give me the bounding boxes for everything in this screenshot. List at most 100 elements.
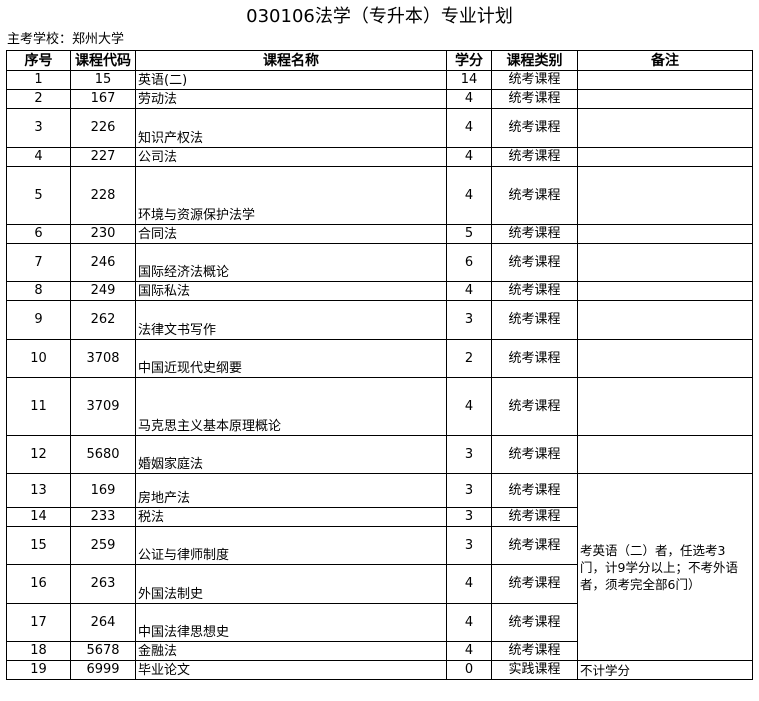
course-code: 228 bbox=[70, 166, 136, 225]
course-type: 统考课程 bbox=[491, 224, 578, 244]
course-code: 230 bbox=[70, 224, 136, 244]
course-name: 劳动法 bbox=[135, 89, 447, 109]
course-credit: 6 bbox=[446, 243, 492, 282]
course-code: 167 bbox=[70, 89, 136, 109]
table-row: 9 262 法律文书写作 3 统考课程 bbox=[6, 300, 753, 340]
row-number: 18 bbox=[6, 641, 71, 661]
course-name: 税法 bbox=[135, 507, 447, 527]
course-name: 合同法 bbox=[135, 224, 447, 244]
row-number: 7 bbox=[6, 243, 71, 282]
course-plan-table: 序号 课程代码 课程名称 学分 课程类别 备注 1 15 英语(二) 14 统考课程 2 1… bbox=[6, 50, 753, 680]
row-number: 8 bbox=[6, 281, 71, 301]
course-credit: 3 bbox=[446, 300, 492, 340]
course-type: 统考课程 bbox=[491, 281, 578, 301]
course-type: 统考课程 bbox=[491, 70, 578, 90]
course-credit: 3 bbox=[446, 526, 492, 565]
course-type: 统考课程 bbox=[491, 507, 578, 527]
course-name: 外国法制史 bbox=[135, 564, 447, 604]
remark bbox=[577, 224, 753, 244]
course-type: 统考课程 bbox=[491, 166, 578, 225]
header-credit: 学分 bbox=[446, 50, 492, 71]
course-credit: 4 bbox=[446, 147, 492, 167]
course-name: 英语(二) bbox=[135, 70, 447, 90]
course-name: 马克思主义基本原理概论 bbox=[135, 377, 447, 436]
course-code: 226 bbox=[70, 108, 136, 148]
course-code: 249 bbox=[70, 281, 136, 301]
header-remark: 备注 bbox=[577, 50, 753, 71]
course-credit: 4 bbox=[446, 89, 492, 109]
remark bbox=[577, 89, 753, 109]
course-type: 统考课程 bbox=[491, 473, 578, 508]
table-row: 5 228 环境与资源保护法学 4 统考课程 bbox=[6, 166, 753, 225]
course-credit: 3 bbox=[446, 507, 492, 527]
elective-remark: 考英语（二）者，任选考3门，计9学分以上；不考外语者，须考完全部6门） bbox=[577, 473, 753, 661]
course-type: 统考课程 bbox=[491, 377, 578, 436]
course-code: 169 bbox=[70, 473, 136, 508]
course-credit: 4 bbox=[446, 281, 492, 301]
row-number: 19 bbox=[6, 660, 71, 680]
course-credit: 4 bbox=[446, 166, 492, 225]
remark bbox=[577, 108, 753, 148]
table-row: 1 15 英语(二) 14 统考课程 bbox=[6, 70, 753, 90]
table-row: 12 5680 婚姻家庭法 3 统考课程 bbox=[6, 435, 753, 474]
row-number: 9 bbox=[6, 300, 71, 340]
table-row: 18 5678 金融法 4 统考课程 bbox=[6, 641, 753, 661]
course-name: 中国近现代史纲要 bbox=[135, 339, 447, 378]
course-type: 统考课程 bbox=[491, 243, 578, 282]
course-code: 5678 bbox=[70, 641, 136, 661]
course-code: 6999 bbox=[70, 660, 136, 680]
remark bbox=[577, 166, 753, 225]
table-row: 11 3709 马克思主义基本原理概论 4 统考课程 bbox=[6, 377, 753, 436]
course-code: 5680 bbox=[70, 435, 136, 474]
course-name: 中国法律思想史 bbox=[135, 603, 447, 642]
table-row: 7 246 国际经济法概论 6 统考课程 bbox=[6, 243, 753, 282]
course-type: 统考课程 bbox=[491, 526, 578, 565]
course-credit: 3 bbox=[446, 473, 492, 508]
course-type: 统考课程 bbox=[491, 339, 578, 378]
course-credit: 14 bbox=[446, 70, 492, 90]
course-type: 统考课程 bbox=[491, 108, 578, 148]
course-type: 统考课程 bbox=[491, 564, 578, 604]
course-name: 公司法 bbox=[135, 147, 447, 167]
remark bbox=[577, 281, 753, 301]
row-number: 14 bbox=[6, 507, 71, 527]
course-type: 统考课程 bbox=[491, 300, 578, 340]
remark bbox=[577, 147, 753, 167]
header-code: 课程代码 bbox=[70, 50, 136, 71]
course-type: 实践课程 bbox=[491, 660, 578, 680]
row-number: 3 bbox=[6, 108, 71, 148]
remark bbox=[577, 300, 753, 340]
course-code: 263 bbox=[70, 564, 136, 604]
course-credit: 3 bbox=[446, 435, 492, 474]
course-name: 法律文书写作 bbox=[135, 300, 447, 340]
table-row: 19 6999 毕业论文 0 实践课程 不计学分 bbox=[6, 660, 753, 680]
row-number: 11 bbox=[6, 377, 71, 436]
table-row: 2 167 劳动法 4 统考课程 bbox=[6, 89, 753, 109]
course-name: 国际经济法概论 bbox=[135, 243, 447, 282]
course-name: 环境与资源保护法学 bbox=[135, 166, 447, 225]
row-number: 5 bbox=[6, 166, 71, 225]
row-number: 12 bbox=[6, 435, 71, 474]
course-credit: 4 bbox=[446, 603, 492, 642]
row-number: 16 bbox=[6, 564, 71, 604]
row-number: 6 bbox=[6, 224, 71, 244]
course-name: 毕业论文 bbox=[135, 660, 447, 680]
header-name: 课程名称 bbox=[135, 50, 447, 71]
row-number: 4 bbox=[6, 147, 71, 167]
row-number: 15 bbox=[6, 526, 71, 565]
header-no: 序号 bbox=[6, 50, 71, 71]
table-row: 17 264 中国法律思想史 4 统考课程 bbox=[6, 603, 753, 642]
course-type: 统考课程 bbox=[491, 89, 578, 109]
table-row: 6 230 合同法 5 统考课程 bbox=[6, 224, 753, 244]
course-code: 227 bbox=[70, 147, 136, 167]
course-credit: 4 bbox=[446, 377, 492, 436]
header-type: 课程类别 bbox=[491, 50, 578, 71]
course-name: 金融法 bbox=[135, 641, 447, 661]
table-row: 4 227 公司法 4 统考课程 bbox=[6, 147, 753, 167]
table-row: 8 249 国际私法 4 统考课程 bbox=[6, 281, 753, 301]
course-credit: 4 bbox=[446, 108, 492, 148]
page-title: 030106法学（专升本）专业计划 bbox=[246, 6, 513, 27]
row-number: 1 bbox=[6, 70, 71, 90]
course-credit: 0 bbox=[446, 660, 492, 680]
course-code: 259 bbox=[70, 526, 136, 565]
